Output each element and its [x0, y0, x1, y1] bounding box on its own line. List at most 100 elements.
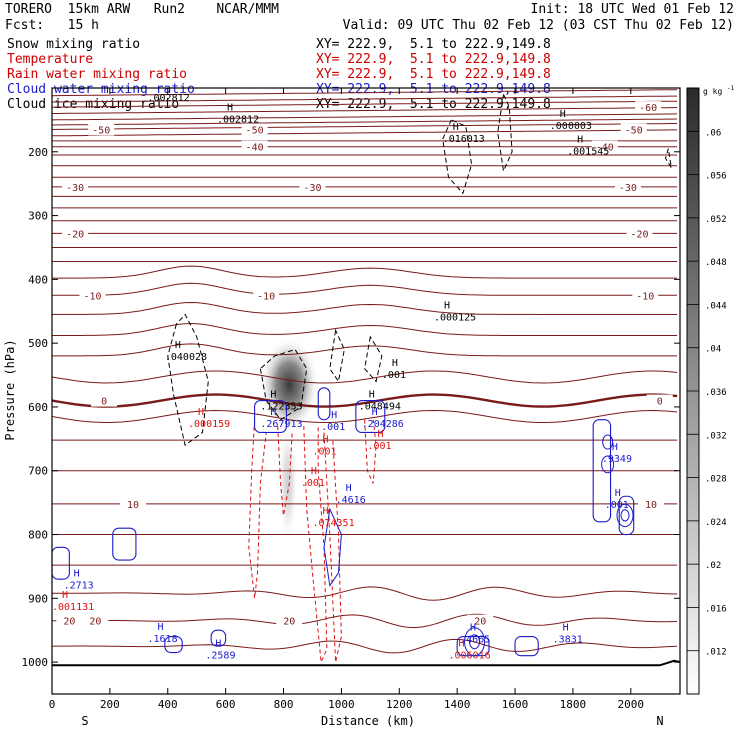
- x-tick-label: 1000: [328, 698, 355, 711]
- init-time: Init: 18 UTC Wed 01 Feb 12: [530, 2, 735, 17]
- x-axis-label: Distance (km): [321, 714, 415, 728]
- temperature-label: 0: [101, 397, 107, 408]
- temperature-label-bg: [82, 614, 109, 627]
- maximum-marker: H: [331, 410, 337, 421]
- snow-contour: [167, 313, 209, 447]
- maximum-value: .001: [321, 422, 345, 433]
- colorbar-tick-label: .028: [705, 475, 727, 485]
- temperature-label: -30: [619, 183, 637, 194]
- maximum-marker: H: [62, 590, 68, 601]
- temperature-isotherm: [52, 129, 678, 137]
- temperature-isotherm: [52, 586, 678, 601]
- x-tick-label: 1800: [560, 698, 587, 711]
- temperature-label: -40: [596, 143, 614, 154]
- cloud-water-contour: [355, 400, 386, 434]
- temperature-label: -50: [246, 125, 264, 136]
- x-tick-label: 1400: [444, 698, 471, 711]
- legend-entry-name: Cloud water mixing ratio: [7, 82, 195, 97]
- temperature-label-bg: [62, 180, 89, 193]
- maximum-marker: H: [577, 135, 583, 146]
- temperature-isotherm: [52, 322, 678, 336]
- y-tick-label: 900: [28, 592, 48, 605]
- temperature-label-bg: [241, 123, 268, 136]
- temperature-isotherm: [51, 370, 678, 384]
- legend-entry-name: Rain water mixing ratio: [7, 67, 188, 82]
- maximum-value: .000125: [434, 312, 476, 323]
- maximum-value: .001: [301, 478, 325, 489]
- y-tick-label: 300: [28, 210, 48, 223]
- colorbar-unit: g kg: [703, 87, 722, 96]
- maximum-value: .4665: [460, 635, 490, 646]
- temperature-label: 20: [283, 617, 295, 628]
- temperature-label-bg: [635, 101, 662, 114]
- cloud-water-contour: [254, 400, 287, 434]
- temperature-label-bg: [638, 497, 665, 510]
- cloud-water-ring: [620, 509, 630, 522]
- maximum-marker: H: [453, 122, 459, 133]
- rain-water-contour: [277, 426, 293, 516]
- y-axis-label: Pressure (hPa): [3, 339, 17, 440]
- maximum-marker: H: [470, 623, 476, 634]
- temperature-isotherm: [52, 343, 678, 357]
- legend-entry-name: Temperature: [7, 52, 94, 67]
- freezing-level-isotherm: [51, 393, 678, 408]
- temperature-isotherm: [52, 613, 678, 628]
- temperature-label-bg: [632, 289, 659, 302]
- temperature-label: -30: [66, 183, 84, 194]
- temperature-isotherm: [51, 113, 678, 121]
- y-tick-label: 700: [28, 465, 48, 478]
- snow-contour: [497, 92, 513, 173]
- cloud-water-contour: [164, 636, 183, 654]
- maximum-value: .001: [367, 441, 391, 452]
- cloud-water-contour: [323, 507, 342, 587]
- y-tick-label: 1000: [22, 656, 49, 669]
- temperature-label-bg: [56, 614, 83, 627]
- maximum-value: .000003: [550, 121, 592, 132]
- y-tick-label: 200: [28, 146, 48, 159]
- y-tick-label: 500: [28, 337, 48, 350]
- maximum-value: .204286: [362, 419, 404, 430]
- maximum-value: .000159: [188, 419, 230, 430]
- colorbar-tick-label: .02: [705, 561, 721, 571]
- temperature-label-bg: [62, 227, 89, 240]
- temperature-isotherm: [52, 100, 678, 108]
- temperature-label-bg: [620, 123, 647, 136]
- x-tick-label: 600: [216, 698, 236, 711]
- x-tick-label: 400: [158, 698, 178, 711]
- temperature-label-bg: [299, 180, 326, 193]
- maximum-marker: H: [322, 506, 328, 517]
- colorbar-tick-label: .036: [705, 388, 727, 398]
- maximum-marker: H: [615, 488, 621, 499]
- north-endpoint-label: N: [656, 714, 663, 728]
- temperature-label: -20: [66, 229, 84, 240]
- legend-entry-xsection: XY= 222.9, 5.1 to 222.9,149.8: [316, 52, 551, 67]
- cloud-water-ring: [602, 434, 614, 450]
- plot-frame: [51, 87, 681, 695]
- temperature-label: 10: [127, 500, 139, 511]
- rain-water-contour: [323, 432, 342, 663]
- x-tick-label: 200: [100, 698, 120, 711]
- temperature-label: -60: [639, 103, 657, 114]
- temperature-label-bg: [120, 497, 147, 510]
- temperature-label: -40: [246, 143, 264, 154]
- legend-entry-xsection: XY= 222.9, 5.1 to 222.9,149.8: [316, 37, 551, 52]
- maximum-value: .001: [312, 446, 336, 457]
- cloud-water-ring: [464, 627, 486, 657]
- maximum-value: .122353: [260, 402, 302, 413]
- maximum-marker: H: [346, 483, 352, 494]
- colorbar-tick-label: .032: [705, 431, 727, 441]
- maximum-marker: H: [458, 638, 464, 649]
- maximum-value: .2713: [64, 580, 94, 591]
- south-endpoint-label: S: [81, 714, 88, 728]
- colorbar-tick-label: .056: [705, 172, 727, 182]
- x-tick-label: 1600: [502, 698, 529, 711]
- maximum-value: .016013: [443, 134, 485, 145]
- snow-contour: [664, 148, 672, 168]
- colorbar-tick-label: .012: [705, 648, 727, 658]
- x-tick-label: 0: [49, 698, 56, 711]
- maximum-marker: H: [311, 466, 317, 477]
- maximum-marker: H: [612, 442, 618, 453]
- y-tick-label: 400: [28, 273, 48, 286]
- temperature-label-bg: [241, 140, 268, 153]
- legend-entry-xsection: XY= 222.9, 5.1 to 222.9,149.8: [316, 67, 551, 82]
